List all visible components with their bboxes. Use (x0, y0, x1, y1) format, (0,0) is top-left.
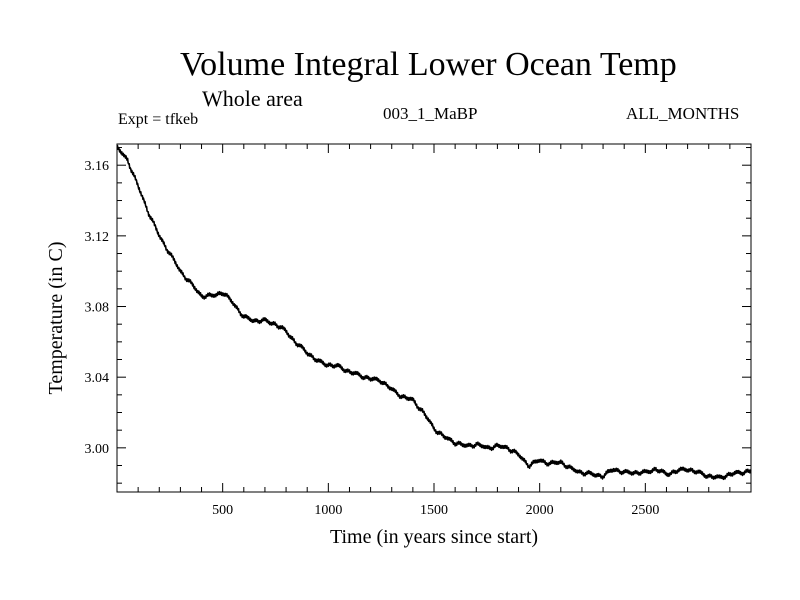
x-axis-label: Time (in years since start) (330, 526, 538, 548)
y-tick-label: 3.04 (85, 371, 110, 386)
experiment-label: Expt = tfkeb (118, 111, 199, 128)
chart-title: Volume Integral Lower Ocean Temp (180, 46, 677, 83)
x-tick-label: 1500 (420, 503, 448, 518)
x-tick-label: 500 (212, 503, 233, 518)
months-label: ALL_MONTHS (626, 104, 740, 123)
y-axis-label: Temperature (in C) (45, 242, 67, 395)
run-id-label: 003_1_MaBP (383, 104, 478, 123)
y-tick-label: 3.12 (85, 230, 110, 245)
chart-subtitle: Whole area (202, 86, 303, 111)
tick-labels: 500 1000 1500 2000 2500 3.00 3.04 3.08 3.12 3.16 (85, 159, 660, 518)
plot-frame (116, 143, 752, 493)
y-tick-label: 3.00 (85, 442, 110, 457)
x-tick-label: 2500 (631, 503, 659, 518)
temperature-series-line (116, 144, 752, 481)
y-tick-label: 3.16 (85, 159, 110, 174)
x-tick-label: 2000 (526, 503, 554, 518)
y-tick-label: 3.08 (85, 301, 110, 316)
axis-ticks (117, 144, 751, 492)
x-tick-label: 1000 (314, 503, 342, 518)
